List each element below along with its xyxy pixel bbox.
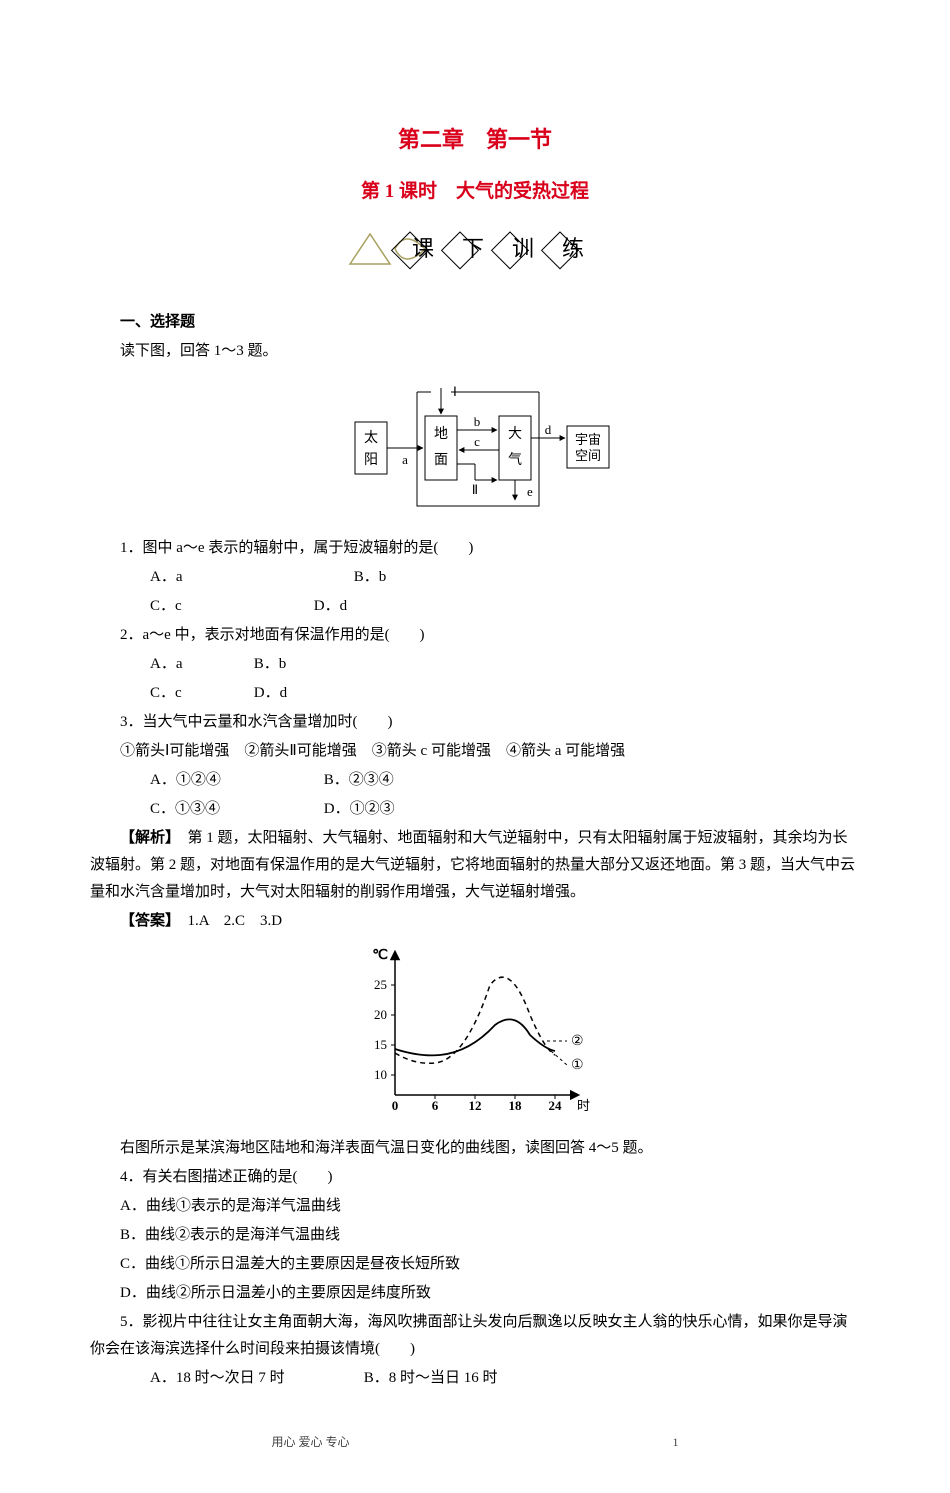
chart2-xend: 时 xyxy=(577,1098,590,1113)
series-1 xyxy=(395,1019,555,1055)
q2-b: B．b xyxy=(224,651,424,678)
calligraphy-svg: 课 下 训 练 xyxy=(345,224,605,274)
chart2-svg: ℃ 10 15 20 25 0 6 12 18 24 时 ① xyxy=(355,945,595,1115)
q3-opts-ab: A．①②④ B．②③④ xyxy=(90,767,860,794)
section-heading: 一、选择题 xyxy=(90,309,860,336)
intro-line-1: 读下图，回答 1～3 题。 xyxy=(90,338,860,365)
q1-d: D．d xyxy=(284,593,484,620)
d1-arrow-e: e xyxy=(527,484,533,499)
q5-stem: 5．影视片中往往让女主角面朝大海，海风吹拂面部让头发向后飘逸以反映女主人翁的快乐… xyxy=(90,1309,860,1363)
analysis-block: 【解析】 第 1 题，太阳辐射、大气辐射、地面辐射和大气逆辐射中，只有太阳辐射属… xyxy=(90,825,860,906)
yt-20: 20 xyxy=(374,1007,387,1022)
d1-ground-l2: 面 xyxy=(434,453,448,468)
d1-arrow-d: d xyxy=(545,422,552,437)
q1-opts-ab: A．a B．b xyxy=(90,564,860,591)
d1-air-l1: 大 xyxy=(508,426,522,442)
xt-0: 0 xyxy=(392,1098,399,1113)
analysis-label: 【解析】 xyxy=(120,830,173,846)
q2-a: A．a xyxy=(120,651,220,678)
diagram-radiation: 太 阳 地 面 大 气 宇宙 空间 a b c d xyxy=(90,380,860,520)
q3-opts-cd: C．①③④ D．①②③ xyxy=(90,796,860,823)
diagram1-svg: 太 阳 地 面 大 气 宇宙 空间 a b c d xyxy=(325,380,625,510)
q1-a: A．a xyxy=(120,564,320,591)
q4-stem: 4．有关右图描述正确的是( ) xyxy=(90,1164,860,1191)
q1-c: C．c xyxy=(120,593,280,620)
q3-c: C．①③④ xyxy=(120,796,290,823)
d1-arrow-c: c xyxy=(474,434,480,449)
d1-sun-l1: 太 xyxy=(364,430,378,446)
q5-opts-ab: A．18 时～次日 7 时 B．8 时～当日 16 时 xyxy=(90,1365,860,1392)
intro-line-2: 右图所示是某滨海地区陆地和海洋表面气温日变化的曲线图，读图回答 4～5 题。 xyxy=(90,1135,860,1162)
analysis-text: 第 1 题，太阳辐射、大气辐射、地面辐射和大气逆辐射中，只有太阳辐射属于短波辐射… xyxy=(90,830,855,900)
d1-sun-l2: 阳 xyxy=(364,452,378,468)
footer: 用心 爱心 专心 1 xyxy=(90,1432,860,1454)
chapter-title: 第二章 第一节 xyxy=(90,120,860,160)
q3-stem: 3．当大气中云量和水汽含量增加时( ) xyxy=(90,709,860,736)
yt-15: 15 xyxy=(374,1037,387,1052)
d1-ground-l1: 地 xyxy=(434,426,448,442)
xt-6: 6 xyxy=(432,1098,439,1113)
q2-stem: 2．a～e 中，表示对地面有保温作用的是( ) xyxy=(90,622,860,649)
q2-d: D．d xyxy=(224,680,424,707)
q3-circles: ①箭头Ⅰ可能增强 ②箭头Ⅱ可能增强 ③箭头 c 可能增强 ④箭头 a 可能增强 xyxy=(90,738,860,765)
label-series-1: ① xyxy=(571,1058,584,1073)
q5-b: B．8 时～当日 16 时 xyxy=(334,1365,534,1392)
answer-text: 1.A 2.C 3.D xyxy=(173,913,283,929)
cal-char-2: 下 xyxy=(462,236,484,261)
xt-24: 24 xyxy=(549,1098,563,1113)
q4-c: C．曲线①所示日温差大的主要原因是昼夜长短所致 xyxy=(90,1251,860,1278)
q1-stem: 1．图中 a～e 表示的辐射中，属于短波辐射的是( ) xyxy=(90,535,860,562)
yt-25: 25 xyxy=(374,977,387,992)
d1-arrow-II: Ⅱ xyxy=(472,482,478,497)
q3-d: D．①②③ xyxy=(294,796,494,823)
cal-char-1: 课 xyxy=(412,236,434,261)
cal-char-3: 训 xyxy=(512,236,534,261)
page: 第二章 第一节 第 1 课时 大气的受热过程 课 下 训 练 一、选择题 读下图… xyxy=(0,0,950,1493)
xt-18: 18 xyxy=(509,1098,523,1113)
q2-opts-ab: A．a B．b xyxy=(90,651,860,678)
q1-opts-cd: C．c D．d xyxy=(90,593,860,620)
calligraphy-heading: 课 下 训 练 xyxy=(90,224,860,284)
series-2 xyxy=(395,977,555,1063)
q3-b: B．②③④ xyxy=(294,767,494,794)
q4-d: D．曲线②所示日温差小的主要原因是纬度所致 xyxy=(90,1280,860,1307)
d1-space-l1: 宇宙 xyxy=(575,432,601,447)
cal-char-4: 练 xyxy=(562,236,584,261)
q3-a: A．①②④ xyxy=(120,767,290,794)
q4-a: A．曲线①表示的是海洋气温曲线 xyxy=(90,1193,860,1220)
chart2-ylabel: ℃ xyxy=(372,948,388,963)
footer-text: 用心 爱心 专心 xyxy=(271,1435,349,1449)
label-series-2: ② xyxy=(571,1034,584,1049)
q5-a: A．18 时～次日 7 时 xyxy=(120,1365,330,1392)
answer-block: 【答案】 1.A 2.C 3.D xyxy=(90,908,860,935)
temperature-chart: ℃ 10 15 20 25 0 6 12 18 24 时 ① xyxy=(90,945,860,1125)
d1-air-l2: 气 xyxy=(508,452,522,468)
q2-opts-cd: C．c D．d xyxy=(90,680,860,707)
yt-10: 10 xyxy=(374,1067,387,1082)
lesson-title: 第 1 课时 大气的受热过程 xyxy=(90,175,860,209)
answer-label: 【答案】 xyxy=(120,913,173,929)
q5-stem-text: 5．影视片中往往让女主角面朝大海，海风吹拂面部让头发向后飘逸以反映女主人翁的快乐… xyxy=(90,1314,848,1357)
d1-arrow-b: b xyxy=(474,414,481,429)
d1-arrow-a: a xyxy=(402,452,408,467)
page-number: 1 xyxy=(673,1432,679,1454)
q1-b: B．b xyxy=(324,564,524,591)
d1-space-l2: 空间 xyxy=(575,448,601,463)
xt-12: 12 xyxy=(469,1098,482,1113)
q4-b: B．曲线②表示的是海洋气温曲线 xyxy=(90,1222,860,1249)
q2-c: C．c xyxy=(120,680,220,707)
